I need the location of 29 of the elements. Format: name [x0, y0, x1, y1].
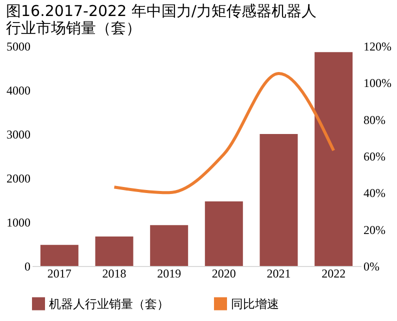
- y2-tick-label: 80%: [364, 112, 386, 127]
- chart-title: 图16.2017-2022 年中国力/力矩传感器机器人行业市场销量（套）: [6, 2, 316, 37]
- y2-tick-label: 40%: [364, 186, 386, 200]
- y2-tick-label: 20%: [364, 222, 386, 237]
- bar: [95, 236, 134, 266]
- x-tick-label: 2017: [47, 266, 72, 280]
- bar: [314, 52, 353, 266]
- x-tick-label: 2019: [157, 266, 182, 280]
- x-tick-label: 2018: [102, 266, 126, 280]
- y-tick-label: 5000: [6, 40, 30, 54]
- x-tick-label: 2020: [212, 266, 236, 280]
- legend-label: 机器人行业销量（套）: [49, 296, 169, 311]
- y2-tick-label: 0%: [364, 260, 380, 274]
- line-series: [112, 72, 336, 194]
- bar: [204, 201, 243, 266]
- y-tick-label: 1000: [6, 216, 30, 230]
- x-tick-label: 2021: [266, 266, 291, 280]
- y-tick-label: 3000: [6, 128, 30, 142]
- bar: [150, 225, 188, 266]
- bar: [40, 244, 78, 266]
- y2-tick-label: 60%: [364, 150, 386, 164]
- bar: [260, 134, 298, 266]
- x-tick-label: 2022: [322, 266, 346, 280]
- legend-label: 同比增速: [231, 296, 279, 311]
- y-tick-label: 2000: [6, 172, 30, 186]
- y2-tick-label: 100%: [364, 76, 392, 90]
- y-tick-label: 4000: [6, 84, 30, 98]
- y2-tick-label: 120%: [364, 40, 392, 54]
- y-tick-label: 0: [24, 260, 30, 274]
